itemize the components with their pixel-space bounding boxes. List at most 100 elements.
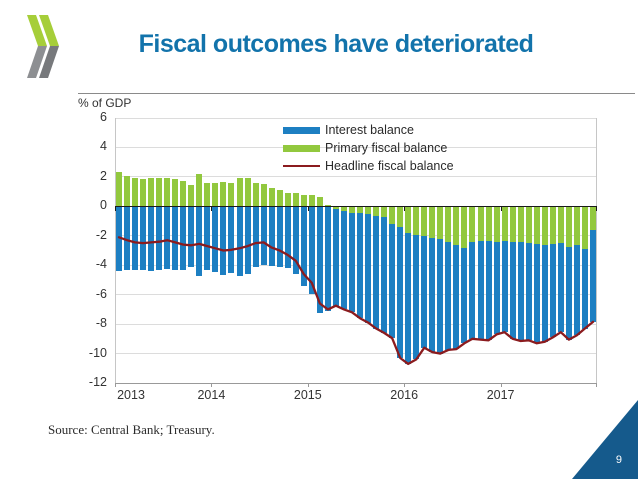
bar-interest-balance: [196, 206, 203, 277]
bar-interest-balance: [469, 242, 476, 339]
bar-interest-balance: [212, 206, 219, 272]
bar-primary-balance: [268, 187, 275, 207]
bar-interest-balance: [429, 237, 436, 353]
source-note: Source: Central Bank; Treasury.: [48, 422, 215, 437]
bar-primary-balance: [308, 195, 315, 207]
bar-interest-balance: [589, 229, 596, 322]
bar-interest-balance: [501, 240, 508, 333]
headline-balance-line: [117, 236, 595, 366]
bar-interest-balance: [236, 206, 243, 277]
bar-interest-balance: [284, 206, 291, 269]
bar-primary-balance: [244, 178, 251, 207]
bar-interest-balance: [140, 206, 147, 271]
bar-interest-balance: [445, 241, 452, 350]
bar-interest-balance: [509, 241, 516, 339]
bar-primary-balance: [397, 206, 404, 227]
bar-primary-balance: [124, 176, 131, 207]
bar-interest-balance: [324, 206, 331, 311]
bar-primary-balance: [477, 206, 484, 241]
bar-primary-balance: [220, 182, 227, 207]
bar-primary-balance: [405, 206, 412, 233]
x-tick-label: 2016: [390, 388, 419, 402]
gridline: [115, 294, 597, 296]
year-tick: [404, 206, 406, 212]
y-tick-label: -8: [95, 316, 107, 331]
gridline: [115, 353, 597, 355]
bar-interest-balance: [453, 244, 460, 350]
x-tick-label: 2017: [486, 388, 515, 402]
bar-interest-balance: [397, 226, 404, 358]
bar-interest-balance: [228, 206, 235, 274]
bar-interest-balance: [437, 238, 444, 354]
chevron-green-right: [39, 15, 59, 46]
bar-primary-balance: [469, 206, 476, 243]
header-divider: [78, 93, 635, 94]
bar-primary-balance: [140, 179, 147, 207]
bar-interest-balance: [581, 249, 588, 329]
bar-interest-balance: [477, 240, 484, 340]
bar-interest-balance: [292, 206, 299, 275]
bar-interest-balance: [485, 240, 492, 341]
legend-label: Headline fiscal balance: [325, 159, 454, 173]
bar-interest-balance: [389, 224, 396, 339]
x-tick-label: 2015: [293, 388, 322, 402]
bar-interest-balance: [300, 206, 307, 286]
y-tick-label: 6: [100, 110, 107, 124]
bar-interest-balance: [116, 206, 123, 272]
y-tick-label: -6: [95, 286, 107, 301]
bar-primary-balance: [212, 182, 219, 207]
fiscal-balance-chart: Interest balance Primary fiscal balance He…: [115, 117, 597, 387]
year-tick: [211, 383, 213, 387]
bar-interest-balance: [260, 206, 267, 266]
bar-primary-balance: [453, 206, 460, 245]
bar-interest-balance: [148, 206, 155, 272]
bar-primary-balance: [365, 206, 372, 215]
bar-primary-balance: [284, 193, 291, 207]
legend-swatch-bar: [283, 126, 320, 134]
bar-interest-balance: [381, 217, 388, 333]
legend-label: Primary fiscal balance: [325, 141, 448, 155]
bar-primary-balance: [196, 173, 203, 207]
year-tick: [404, 383, 406, 387]
bar-primary-balance: [437, 206, 444, 239]
page-number: 9: [615, 454, 622, 466]
year-tick: [596, 206, 597, 212]
bar-primary-balance: [421, 206, 428, 236]
bar-primary-balance: [357, 206, 364, 213]
bar-primary-balance: [204, 182, 211, 207]
bar-interest-balance: [348, 212, 355, 313]
chevron-gray-left: [27, 46, 47, 78]
gridline: [115, 146, 597, 148]
y-tick-label: 4: [100, 139, 107, 154]
bar-primary-balance: [517, 206, 524, 243]
bar-primary-balance: [501, 206, 508, 241]
y-tick-label: 2: [100, 168, 107, 183]
bar-interest-balance: [164, 206, 171, 269]
chevrons-logo-icon: [27, 15, 59, 78]
bar-primary-balance: [533, 206, 540, 244]
gridline: [115, 264, 597, 266]
bar-primary-balance: [373, 206, 380, 216]
bar-interest-balance: [124, 206, 131, 271]
legend-swatch-line: [283, 164, 320, 168]
bar-interest-balance: [357, 212, 364, 319]
bar-primary-balance: [565, 206, 572, 247]
bar-primary-balance: [148, 177, 155, 207]
bar-primary-balance: [236, 178, 243, 207]
bar-primary-balance: [557, 206, 564, 244]
bar-primary-balance: [156, 178, 163, 207]
bar-primary-balance: [132, 178, 139, 207]
bar-interest-balance: [188, 206, 195, 267]
bar-interest-balance: [276, 206, 283, 267]
gridline: [115, 235, 597, 237]
plot-border-right: [596, 118, 597, 383]
bar-primary-balance: [188, 184, 195, 207]
year-tick: [115, 383, 116, 387]
bar-interest-balance: [373, 215, 380, 329]
bar-primary-balance: [276, 190, 283, 207]
corner-triangle: [572, 400, 638, 479]
legend-item: Interest balance: [283, 121, 454, 139]
bar-interest-balance: [244, 206, 251, 275]
bar-interest-balance: [332, 209, 339, 306]
chevron-green-left: [27, 15, 47, 46]
